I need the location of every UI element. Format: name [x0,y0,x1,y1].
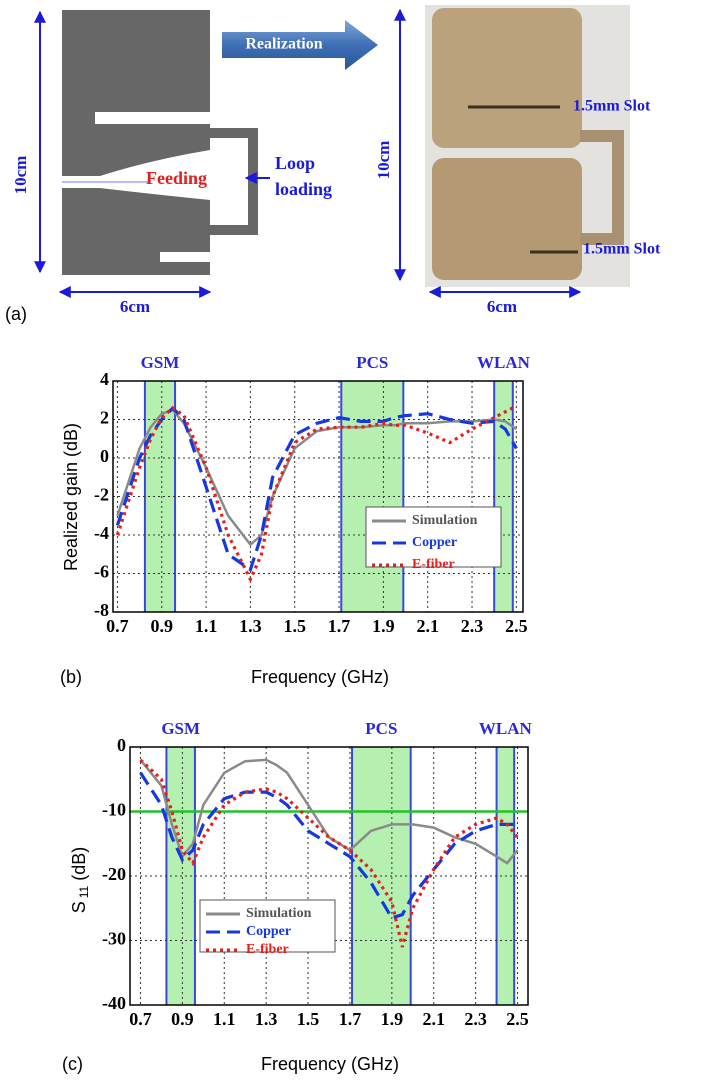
band-label: PCS [365,719,397,738]
legend-label: E-fiber [246,942,289,957]
x-tick-label: 2.1 [416,616,439,636]
band [341,381,404,612]
legend-label: Simulation [246,906,312,921]
antenna-top-patch [62,10,210,176]
y-axis-label-unit: (dB) [69,847,89,881]
slot-top-label: 1.5mm Slot [573,98,651,115]
panel-a: 10cm 6cm Feeding Loop loading Realizatio… [5,5,661,324]
x-tick-label: 0.9 [151,616,174,636]
x-tick-label: 1.3 [239,616,262,636]
x-axis-label: Frequency (GHz) [251,667,389,687]
y-tick-label: -6 [94,562,109,582]
panel-label: (a) [5,304,27,324]
height-label: 10cm [11,156,30,195]
band-label: WLAN [479,719,533,738]
x-tick-label: 1.9 [381,1009,404,1029]
x-tick-label: 1.7 [328,616,351,636]
photo-width-label: 6cm [487,297,517,316]
x-axis-label: Frequency (GHz) [261,1054,399,1074]
realization-arrow [222,20,378,70]
legend-label: Simulation [412,513,478,528]
realization-label: Realization [245,36,322,53]
y-axis-label-main: S [69,901,89,913]
y-tick-label: 4 [100,369,109,389]
width-label: 6cm [120,297,150,316]
y-axis-label-main: Realized gain (dB) [61,423,81,571]
antenna-bottom-patch [62,188,210,275]
photo-top-patch [432,8,582,148]
chart: GSM PCS WLAN 0.7 0.9 1.1 1.3 1.5 1.7 1.9 2.1 2.3 2.5… [60,353,531,687]
y-tick-label: -4 [94,523,109,543]
band-label: GSM [141,353,180,372]
x-tick-label: 0.7 [106,616,129,636]
y-tick-label: -8 [94,600,109,620]
x-tick-label: 2.3 [464,1009,487,1029]
x-tick-label: 1.5 [283,616,306,636]
photo-bottom-patch [432,158,582,280]
y-tick-label: 0 [100,446,109,466]
y-tick-label: -10 [102,800,126,820]
photo-loop [580,130,624,245]
x-tick-label: 2.5 [505,616,528,636]
chart: GSM PCS WLAN 0.7 0.9 1.1 1.3 1.5 1.7 1.9 2.1 2.3 2.5… [62,719,533,1074]
x-tick-label: 1.1 [213,1009,236,1029]
legend-label: Copper [412,535,457,550]
y-tick-label: 2 [100,408,109,428]
y-tick-label: -30 [102,929,126,949]
x-tick-label: 0.9 [171,1009,194,1029]
plot-frame [112,380,524,613]
plot-frame [129,746,529,1006]
series-line [139,758,519,948]
series-line [139,758,519,865]
x-tick-label: 0.7 [129,1009,152,1029]
loop-label: Loop [275,153,315,173]
y-axis-label: S 11 (dB) [69,847,91,914]
panel-label: (c) [62,1054,83,1074]
x-tick-label: 2.1 [422,1009,445,1029]
band-label: PCS [356,353,388,372]
y-tick-label: -2 [94,485,109,505]
y-tick-label: -20 [102,864,126,884]
y-axis-label: Realized gain (dB) [61,423,81,571]
slot-bottom-label: 1.5mm Slot [583,241,661,258]
loop-loading [210,128,258,235]
photo-height-label: 10cm [374,141,393,180]
legend-box [365,506,502,568]
loading-label: loading [275,179,332,199]
feeding-label: Feeding [146,168,207,188]
series-line [115,405,518,573]
band-label: GSM [161,719,200,738]
legend-label: Copper [246,924,291,939]
series-line [139,771,518,920]
legend-label: E-fiber [412,557,455,572]
x-tick-label: 1.9 [372,616,395,636]
x-tick-label: 2.5 [506,1009,529,1029]
band-label: WLAN [477,353,531,372]
y-tick-label: -40 [102,993,126,1013]
x-tick-label: 1.1 [195,616,218,636]
x-tick-label: 1.5 [297,1009,320,1029]
legend-box [199,899,336,953]
panel-label: (b) [60,667,82,687]
y-tick-label: 0 [117,735,126,755]
y-axis-label-sub: 11 [77,885,91,898]
x-tick-label: 1.3 [255,1009,278,1029]
x-tick-label: 2.3 [461,616,484,636]
x-tick-label: 1.7 [339,1009,362,1029]
